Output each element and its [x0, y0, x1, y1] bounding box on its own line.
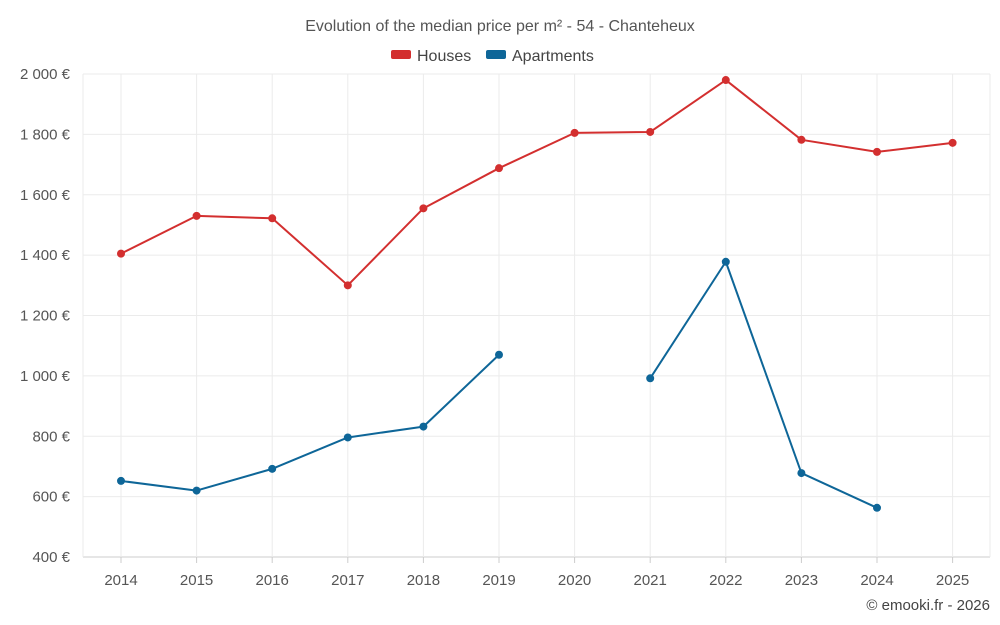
series-line-apartments: [649, 260, 878, 509]
data-point-houses[interactable]: [268, 214, 277, 223]
x-tick-label: 2018: [407, 572, 440, 589]
y-tick-label: 400 €: [32, 549, 70, 566]
data-point-houses[interactable]: [192, 211, 201, 220]
data-point-apartments[interactable]: [192, 486, 201, 495]
data-point-houses[interactable]: [343, 281, 352, 290]
copyright-text: © emooki.fr - 2026: [866, 597, 990, 614]
data-point-houses[interactable]: [721, 76, 730, 85]
y-tick-label: 1 800 €: [20, 126, 71, 143]
data-point-houses[interactable]: [797, 135, 806, 144]
x-tick-label: 2017: [331, 572, 364, 589]
y-tick-label: 1 000 €: [20, 368, 71, 385]
y-tick-label: 800 €: [32, 428, 70, 445]
data-point-apartments[interactable]: [419, 422, 428, 431]
data-point-houses[interactable]: [495, 164, 503, 173]
y-tick-label: 1 200 €: [20, 308, 71, 325]
x-tick-label: 2019: [482, 572, 515, 589]
x-tick-label: 2020: [558, 572, 591, 589]
data-point-apartments[interactable]: [268, 464, 277, 473]
grid: [82, 73, 991, 558]
x-tick-label: 2021: [634, 572, 667, 589]
legend: Houses Apartments: [391, 48, 594, 65]
data-point-apartments[interactable]: [721, 257, 730, 266]
legend-item-apartments[interactable]: Apartments: [486, 48, 594, 65]
data-point-houses[interactable]: [419, 204, 428, 213]
y-tick-label: 1 400 €: [20, 247, 71, 264]
legend-swatch: [391, 50, 411, 59]
legend-item-houses[interactable]: Houses: [391, 48, 471, 65]
data-point-apartments[interactable]: [343, 433, 352, 442]
data-point-apartments[interactable]: [495, 350, 503, 359]
series-houses: [117, 76, 957, 290]
data-point-apartments[interactable]: [117, 476, 125, 485]
data-point-apartments[interactable]: [797, 469, 806, 478]
series-line-houses: [120, 79, 953, 287]
y-tick-label: 2 000 €: [20, 66, 71, 83]
x-tick-label: 2023: [785, 572, 818, 589]
data-point-apartments[interactable]: [646, 374, 655, 383]
x-tick-label: 2025: [936, 572, 969, 589]
series-apartments: [117, 257, 881, 512]
data-point-houses[interactable]: [873, 147, 881, 156]
data-point-houses[interactable]: [570, 128, 579, 137]
x-tick-label: 2016: [256, 572, 289, 589]
legend-label: Houses: [417, 48, 471, 65]
x-tick-label: 2022: [709, 572, 742, 589]
legend-label: Apartments: [512, 48, 594, 65]
data-point-apartments[interactable]: [873, 503, 881, 512]
data-point-houses[interactable]: [646, 127, 655, 136]
x-tick-label: 2024: [860, 572, 893, 589]
x-tick-label: 2015: [180, 572, 213, 589]
y-axis: 400 € 600 € 800 € 1 000 € 1 200 € 1 400 € 1 60…: [20, 66, 71, 566]
y-tick-label: 600 €: [32, 489, 70, 506]
x-axis: 2014 2015 2016 2017 2018 2019 2020 2021 2022 2023…: [104, 557, 969, 589]
chart-title: Evolution of the median price per m² - 5…: [305, 18, 695, 35]
data-point-houses[interactable]: [117, 249, 125, 258]
y-tick-label: 1 600 €: [20, 187, 71, 204]
data-point-houses[interactable]: [948, 138, 957, 147]
legend-swatch: [486, 50, 506, 59]
series-layer: [117, 76, 957, 512]
x-tick-label: 2014: [104, 572, 137, 589]
series-line-apartments: [120, 354, 500, 492]
